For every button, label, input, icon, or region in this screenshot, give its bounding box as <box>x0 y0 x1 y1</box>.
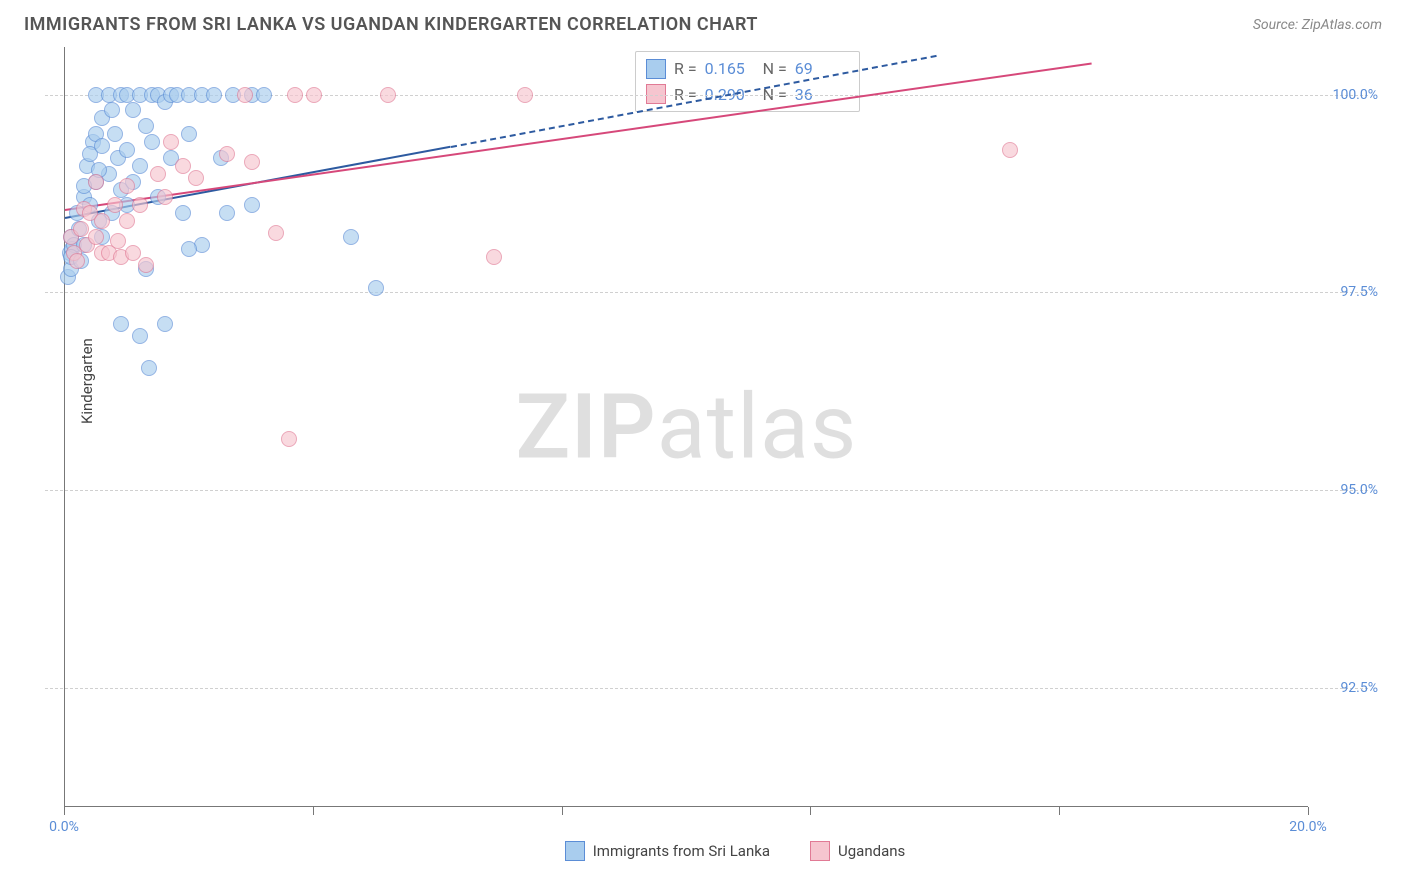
trend-line <box>65 63 1092 211</box>
scatter-point <box>138 118 154 134</box>
scatter-point <box>157 316 173 332</box>
scatter-point <box>107 126 123 142</box>
watermark-light: atlas <box>657 374 858 479</box>
header: IMMIGRANTS FROM SRI LANKA VS UGANDAN KIN… <box>0 0 1406 43</box>
y-tick-label: 92.5% <box>1340 680 1378 696</box>
scatter-point <box>119 178 135 194</box>
scatter-point <box>219 146 235 162</box>
watermark: ZIPatlas <box>516 374 858 479</box>
x-tick <box>64 807 65 815</box>
n-label: N = <box>763 56 787 82</box>
stats-legend: R = 0.165 N = 69 R = 0.290 N = 36 <box>635 51 860 112</box>
scatter-point <box>94 138 110 154</box>
scatter-point <box>144 134 160 150</box>
scatter-point <box>110 233 126 249</box>
gridline <box>45 688 1368 689</box>
legend-swatch <box>565 841 585 861</box>
gridline <box>45 490 1368 491</box>
x-tick <box>1059 807 1060 815</box>
r-value-1: 0.165 <box>705 56 755 82</box>
r-label: R = <box>674 56 697 82</box>
legend-item: Ugandans <box>810 841 905 861</box>
scatter-point <box>113 316 129 332</box>
scatter-point <box>132 158 148 174</box>
scatter-point <box>132 197 148 213</box>
scatter-point <box>181 241 197 257</box>
legend-swatch <box>810 841 830 861</box>
scatter-point <box>206 87 222 103</box>
x-axis: 0.0%20.0% <box>64 807 1308 829</box>
scatter-point <box>237 87 253 103</box>
scatter-point <box>119 142 135 158</box>
scatter-point <box>88 174 104 190</box>
scatter-point <box>175 205 191 221</box>
x-tick <box>810 807 811 815</box>
bottom-legend: Immigrants from Sri Lanka Ugandans <box>64 841 1406 861</box>
y-tick-label: 97.5% <box>1340 284 1378 300</box>
scatter-point <box>138 257 154 273</box>
scatter-point <box>219 205 235 221</box>
legend-label: Ugandans <box>838 842 905 860</box>
source-attribution: Source: ZipAtlas.com <box>1253 17 1382 33</box>
scatter-point <box>256 87 272 103</box>
scatter-point <box>188 170 204 186</box>
scatter-point <box>306 87 322 103</box>
scatter-point <box>150 166 166 182</box>
scatter-point <box>368 280 384 296</box>
watermark-bold: ZIP <box>516 374 657 479</box>
scatter-point <box>94 213 110 229</box>
gridline <box>45 292 1368 293</box>
scatter-point <box>69 253 85 269</box>
x-tick-label: 20.0% <box>1289 819 1327 835</box>
scatter-point <box>107 197 123 213</box>
x-tick <box>562 807 563 815</box>
scatter-point <box>163 134 179 150</box>
scatter-point <box>268 225 284 241</box>
scatter-point <box>244 154 260 170</box>
scatter-point <box>73 221 89 237</box>
scatter-point <box>157 189 173 205</box>
scatter-point <box>287 87 303 103</box>
scatter-point <box>343 229 359 245</box>
x-tick <box>313 807 314 815</box>
scatter-point <box>486 249 502 265</box>
scatter-point <box>181 126 197 142</box>
scatter-point <box>119 213 135 229</box>
swatch-series-1 <box>646 59 666 79</box>
scatter-point <box>517 87 533 103</box>
legend-item: Immigrants from Sri Lanka <box>565 841 770 861</box>
y-tick-label: 95.0% <box>1340 482 1378 498</box>
scatter-point <box>244 197 260 213</box>
scatter-point <box>1002 142 1018 158</box>
scatter-point <box>88 229 104 245</box>
chart-title: IMMIGRANTS FROM SRI LANKA VS UGANDAN KIN… <box>24 14 758 35</box>
x-tick-label: 0.0% <box>49 819 79 835</box>
scatter-point <box>380 87 396 103</box>
scatter-point <box>132 328 148 344</box>
scatter-point <box>141 360 157 376</box>
scatter-point <box>104 102 120 118</box>
legend-label: Immigrants from Sri Lanka <box>593 842 770 860</box>
y-tick-label: 100.0% <box>1333 87 1378 103</box>
plot-wrapper: Kindergarten ZIPatlas R = 0.165 N = 69 R… <box>64 47 1406 861</box>
plot-area: ZIPatlas R = 0.165 N = 69 R = 0.290 N = … <box>64 47 1308 807</box>
x-tick <box>1308 807 1309 815</box>
scatter-point <box>281 431 297 447</box>
scatter-point <box>125 102 141 118</box>
